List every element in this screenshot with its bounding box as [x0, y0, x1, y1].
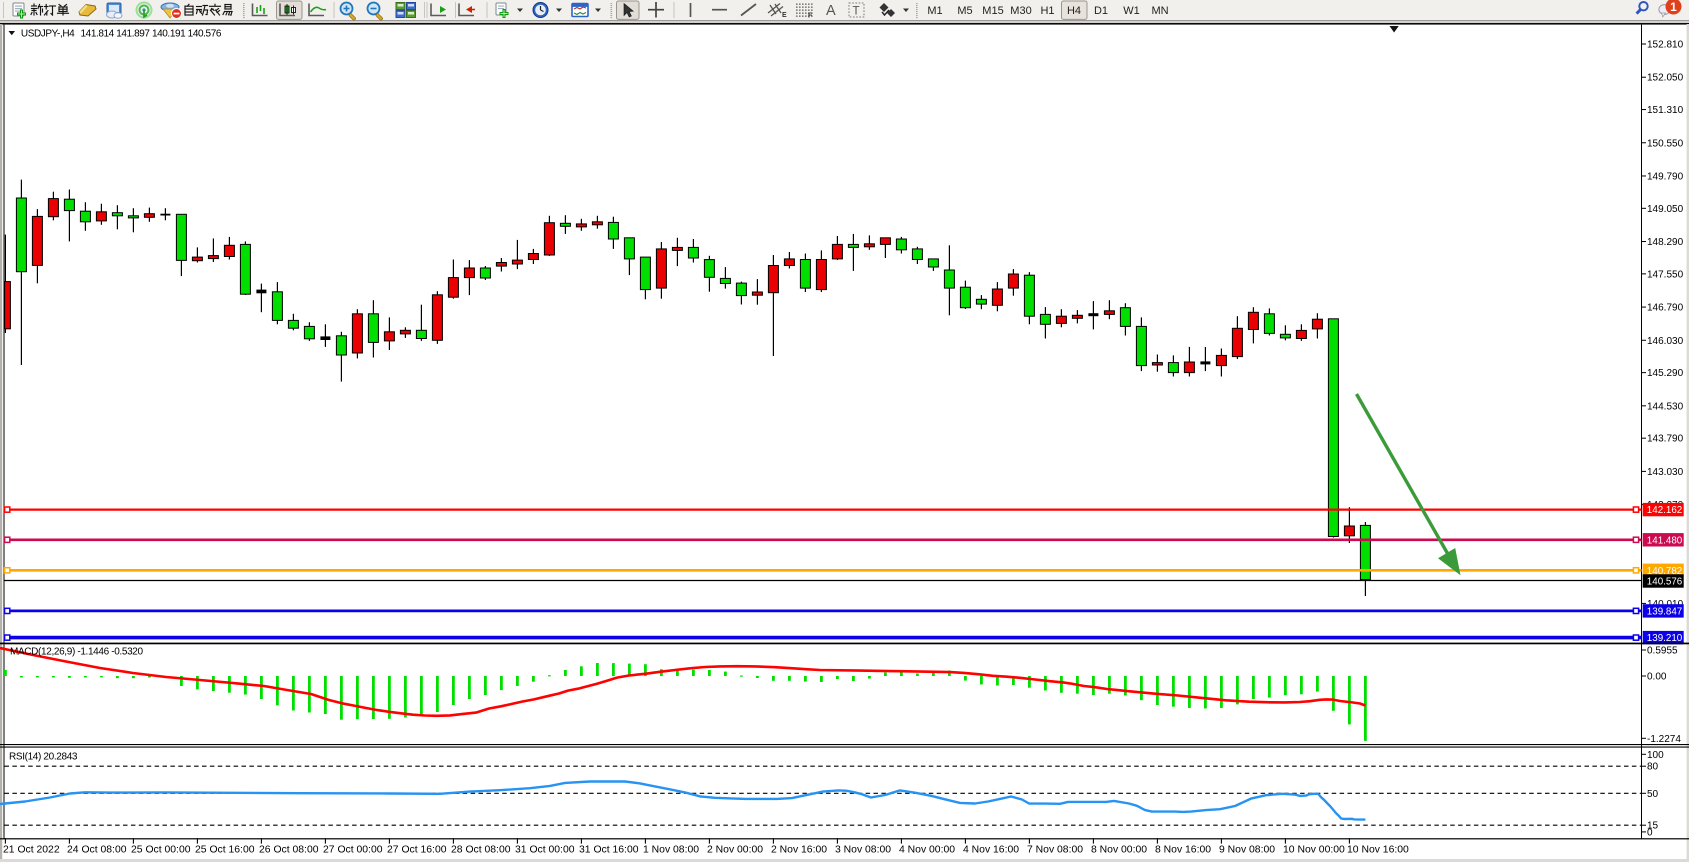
- svg-text:2 Nov 16:00: 2 Nov 16:00: [771, 845, 827, 856]
- svg-text:H4: H4: [1067, 5, 1081, 17]
- svg-text:152.050: 152.050: [1647, 73, 1684, 84]
- svg-text:10 Nov 16:00: 10 Nov 16:00: [1347, 845, 1409, 856]
- svg-text:142.162: 142.162: [1647, 505, 1682, 516]
- svg-text:144.530: 144.530: [1647, 401, 1684, 412]
- svg-text:148.290: 148.290: [1647, 237, 1684, 248]
- svg-text:24 Oct 08:00: 24 Oct 08:00: [67, 845, 127, 856]
- svg-text:4 Nov 16:00: 4 Nov 16:00: [963, 845, 1019, 856]
- svg-text:8 Nov 00:00: 8 Nov 00:00: [1091, 845, 1147, 856]
- svg-text:7 Nov 08:00: 7 Nov 08:00: [1027, 845, 1083, 856]
- svg-text:151.310: 151.310: [1647, 105, 1684, 116]
- svg-text:MN: MN: [1151, 5, 1168, 17]
- svg-text:MACD(12,26,9) -1.1446 -0.5320: MACD(12,26,9) -1.1446 -0.5320: [10, 647, 143, 658]
- svg-text:4 Nov 00:00: 4 Nov 00:00: [899, 845, 955, 856]
- svg-text:W1: W1: [1123, 5, 1140, 17]
- svg-text:141.814 141.897 140.191 140.57: 141.814 141.897 140.191 140.576: [81, 29, 222, 40]
- svg-text:10 Nov 00:00: 10 Nov 00:00: [1283, 845, 1345, 856]
- svg-text:146.030: 146.030: [1647, 336, 1684, 347]
- svg-text:141.480: 141.480: [1647, 535, 1683, 546]
- svg-text:A: A: [826, 3, 836, 19]
- svg-text:26 Oct 08:00: 26 Oct 08:00: [259, 845, 319, 856]
- svg-text:100: 100: [1647, 750, 1664, 761]
- svg-text:D1: D1: [1094, 5, 1108, 17]
- svg-text:9 Nov 08:00: 9 Nov 08:00: [1219, 845, 1275, 856]
- svg-text:146.790: 146.790: [1647, 303, 1684, 314]
- svg-text:3 Nov 08:00: 3 Nov 08:00: [835, 845, 891, 856]
- svg-text:M30: M30: [1010, 5, 1031, 17]
- svg-text:M15: M15: [982, 5, 1003, 17]
- svg-text:M1: M1: [927, 5, 942, 17]
- svg-text:M5: M5: [957, 5, 972, 17]
- svg-text:27 Oct 00:00: 27 Oct 00:00: [323, 845, 383, 856]
- svg-text:149.050: 149.050: [1647, 204, 1684, 215]
- svg-text:8 Nov 16:00: 8 Nov 16:00: [1155, 845, 1211, 856]
- svg-text:F: F: [808, 13, 813, 20]
- svg-text:2 Nov 00:00: 2 Nov 00:00: [707, 845, 763, 856]
- svg-text:150.550: 150.550: [1647, 138, 1684, 149]
- svg-text:H1: H1: [1040, 5, 1054, 17]
- svg-text:0: 0: [1647, 827, 1653, 838]
- svg-text:140.576: 140.576: [1647, 577, 1683, 588]
- svg-text:T: T: [853, 6, 860, 18]
- svg-text:USDJPY-,H4: USDJPY-,H4: [21, 29, 75, 40]
- svg-text:28 Oct 08:00: 28 Oct 08:00: [451, 845, 511, 856]
- svg-text:25 Oct 16:00: 25 Oct 16:00: [195, 845, 255, 856]
- svg-text:RSI(14) 20.2843: RSI(14) 20.2843: [9, 751, 78, 762]
- svg-text:149.790: 149.790: [1647, 171, 1684, 182]
- svg-text:147.550: 147.550: [1647, 269, 1684, 280]
- svg-text:21 Oct 2022: 21 Oct 2022: [3, 845, 60, 856]
- svg-text:143.030: 143.030: [1647, 467, 1684, 478]
- svg-text:-1.2274: -1.2274: [1647, 734, 1681, 745]
- svg-text:152.810: 152.810: [1647, 40, 1684, 51]
- svg-text:31 Oct 00:00: 31 Oct 00:00: [515, 845, 575, 856]
- svg-text:25 Oct 00:00: 25 Oct 00:00: [131, 845, 191, 856]
- svg-text:1: 1: [1670, 0, 1677, 14]
- svg-text:140.782: 140.782: [1647, 566, 1682, 577]
- svg-text:80: 80: [1647, 762, 1659, 773]
- svg-text:139.847: 139.847: [1647, 607, 1682, 618]
- svg-text:1 Nov 08:00: 1 Nov 08:00: [643, 845, 699, 856]
- svg-text:27 Oct 16:00: 27 Oct 16:00: [387, 845, 447, 856]
- svg-text:0.00: 0.00: [1647, 672, 1667, 683]
- svg-text:143.790: 143.790: [1647, 434, 1684, 445]
- svg-text:50: 50: [1647, 789, 1659, 800]
- svg-text:15: 15: [1647, 821, 1659, 832]
- svg-text:31 Oct 16:00: 31 Oct 16:00: [579, 845, 639, 856]
- svg-text:139.210: 139.210: [1647, 633, 1683, 644]
- svg-text:0.5955: 0.5955: [1647, 646, 1678, 657]
- svg-text:E: E: [782, 12, 787, 19]
- svg-text:145.290: 145.290: [1647, 368, 1684, 379]
